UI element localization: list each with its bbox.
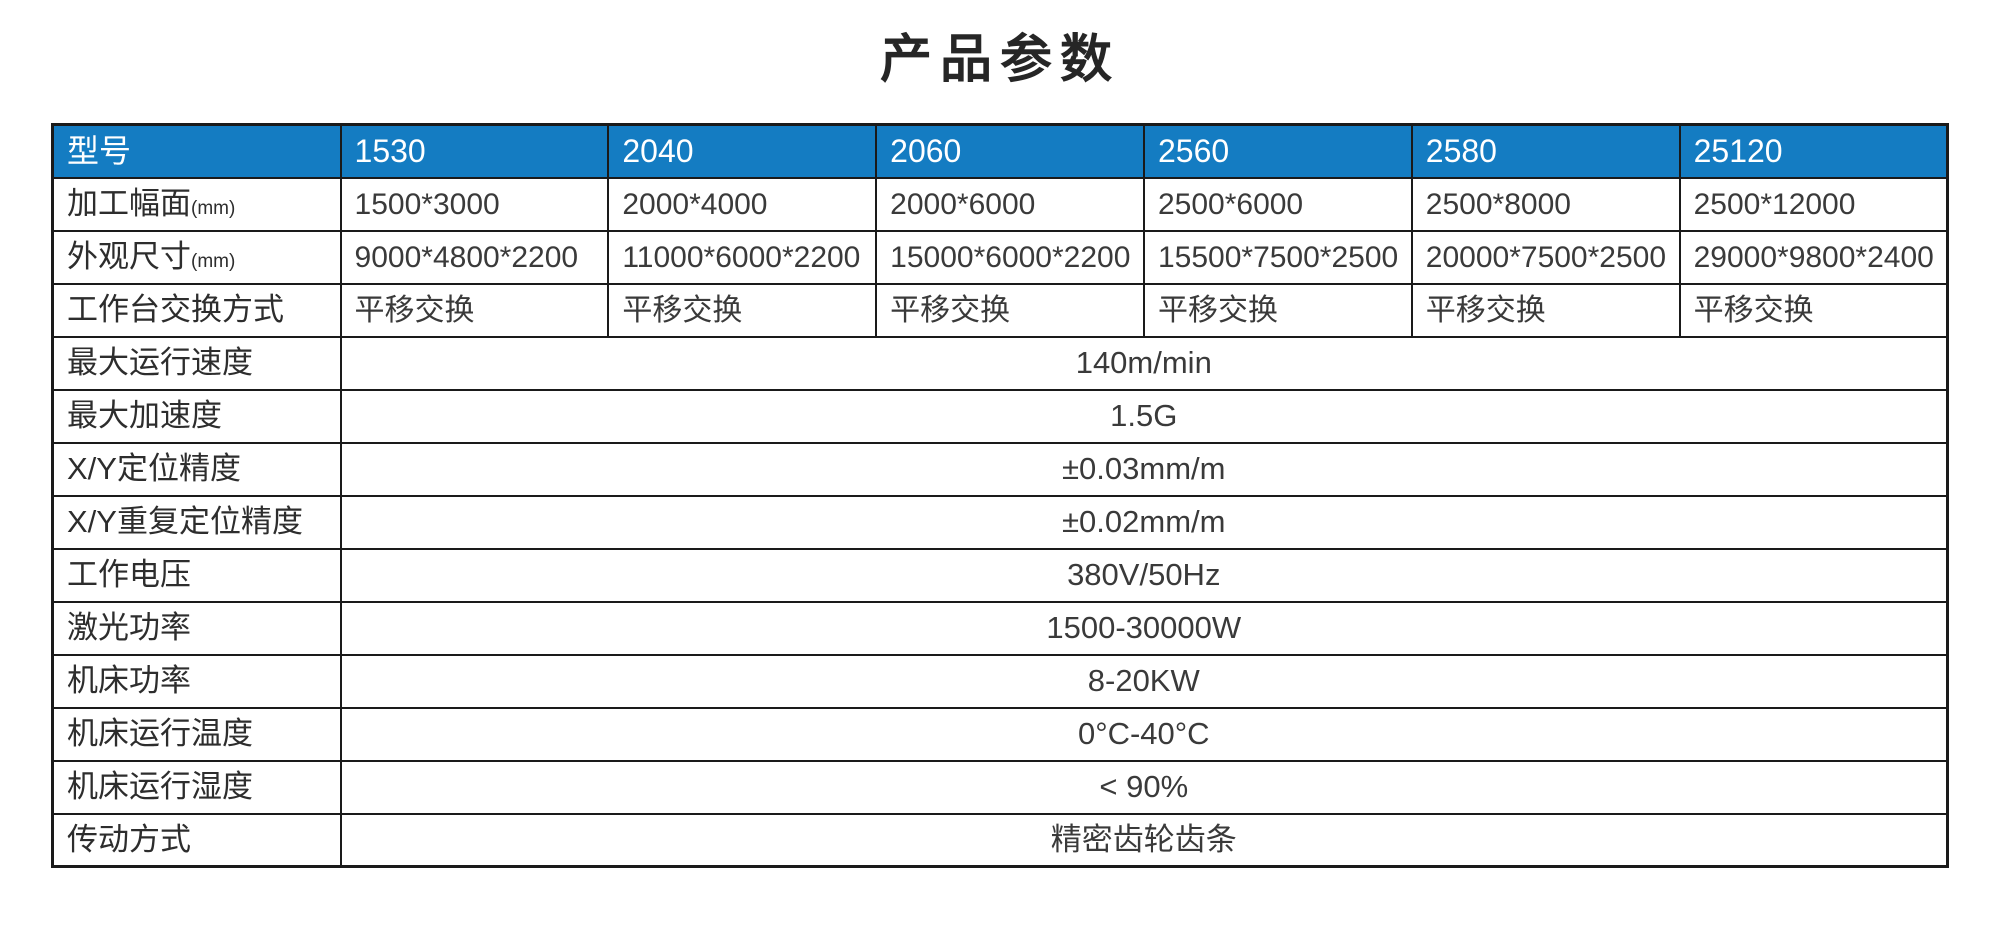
row-label: 工作电压 [51, 547, 342, 603]
row-working-voltage: 工作电压 380V/50Hz [51, 547, 1949, 603]
unit-label: (mm) [191, 250, 236, 272]
cell-value: 平移交换 [1142, 282, 1413, 338]
cell-value: 2500*8000 [1410, 176, 1681, 232]
cell-value: 11000*6000*2200 [607, 229, 878, 285]
row-transmission-mode: 传动方式 精密齿轮齿条 [51, 812, 1949, 868]
header-row: 型号 1530 2040 2060 2560 2580 25120 [51, 123, 1949, 179]
row-label-text: 外观尺寸 [67, 238, 191, 274]
cell-shared-value: < 90% [339, 759, 1949, 815]
row-positioning-accuracy: X/Y定位精度 ±0.03mm/m [51, 441, 1949, 497]
header-model-2580: 2580 [1410, 123, 1681, 179]
cell-value: 平移交换 [1678, 282, 1949, 338]
cell-value: 2000*4000 [607, 176, 878, 232]
row-label: 传动方式 [51, 812, 342, 868]
row-label: X/Y定位精度 [51, 441, 342, 497]
cell-value: 15500*7500*2500 [1142, 229, 1413, 285]
row-machine-dimensions: 外观尺寸(mm) 9000*4800*2200 11000*6000*2200 … [51, 229, 1949, 285]
cell-value: 平移交换 [607, 282, 878, 338]
cell-value: 1500*3000 [339, 176, 610, 232]
row-label: 最大加速度 [51, 388, 342, 444]
cell-shared-value: 0°C-40°C [339, 706, 1949, 762]
header-model-label: 型号 [51, 123, 342, 179]
cell-shared-value: ±0.03mm/m [339, 441, 1949, 497]
cell-value: 29000*9800*2400 [1678, 229, 1949, 285]
row-max-acceleration: 最大加速度 1.5G [51, 388, 1949, 444]
cell-value: 15000*6000*2200 [875, 229, 1145, 285]
row-label-text: 加工幅面 [67, 185, 191, 221]
cell-value: 2500*12000 [1678, 176, 1949, 232]
cell-value: 2000*6000 [875, 176, 1145, 232]
row-table-exchange-mode: 工作台交换方式 平移交换 平移交换 平移交换 平移交换 平移交换 平移交换 [51, 282, 1949, 338]
row-label: 机床运行湿度 [51, 759, 342, 815]
cell-value: 9000*4800*2200 [339, 229, 610, 285]
cell-shared-value: 1.5G [339, 388, 1949, 444]
row-repeat-positioning-accuracy: X/Y重复定位精度 ±0.02mm/m [51, 494, 1949, 550]
cell-value: 平移交换 [339, 282, 610, 338]
cell-shared-value: 380V/50Hz [339, 547, 1949, 603]
row-label: X/Y重复定位精度 [51, 494, 342, 550]
row-label: 最大运行速度 [51, 335, 342, 391]
page-title: 产品参数 [879, 31, 1120, 89]
row-laser-power: 激光功率 1500-30000W [51, 600, 1949, 656]
header-model-25120: 25120 [1678, 123, 1949, 179]
row-label: 外观尺寸(mm) [51, 229, 342, 285]
row-label: 机床功率 [51, 653, 342, 709]
spec-table: 型号 1530 2040 2060 2560 2580 25120 加工幅面(m… [51, 123, 1949, 868]
cell-value: 2500*6000 [1142, 176, 1413, 232]
cell-shared-value: 8-20KW [339, 653, 1949, 709]
row-operating-temperature: 机床运行温度 0°C-40°C [51, 706, 1949, 762]
row-label: 加工幅面(mm) [51, 176, 342, 232]
row-operating-humidity: 机床运行湿度 < 90% [51, 759, 1949, 815]
cell-shared-value: 精密齿轮齿条 [339, 812, 1949, 868]
cell-value: 平移交换 [1410, 282, 1681, 338]
cell-value: 平移交换 [875, 282, 1145, 338]
header-model-2560: 2560 [1142, 123, 1413, 179]
header-model-2040: 2040 [607, 123, 878, 179]
row-label: 激光功率 [51, 600, 342, 656]
row-label-text: 工作台交换方式 [67, 291, 284, 327]
cell-shared-value: ±0.02mm/m [339, 494, 1949, 550]
header-model-2060: 2060 [875, 123, 1145, 179]
row-max-speed: 最大运行速度 140m/min [51, 335, 1949, 391]
cell-shared-value: 140m/min [339, 335, 1949, 391]
row-label: 工作台交换方式 [51, 282, 342, 338]
unit-label: (mm) [191, 197, 236, 219]
row-label: 机床运行温度 [51, 706, 342, 762]
row-working-area: 加工幅面(mm) 1500*3000 2000*4000 2000*6000 2… [51, 176, 1949, 232]
cell-shared-value: 1500-30000W [339, 600, 1949, 656]
row-machine-power: 机床功率 8-20KW [51, 653, 1949, 709]
header-model-1530: 1530 [339, 123, 610, 179]
cell-value: 20000*7500*2500 [1410, 229, 1681, 285]
